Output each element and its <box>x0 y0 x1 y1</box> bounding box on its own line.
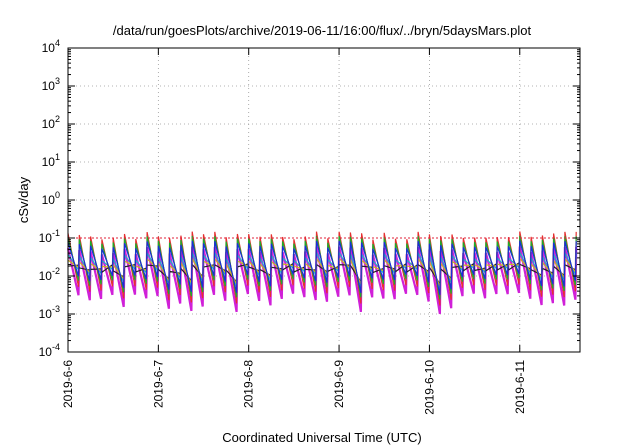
x-axis-label: Coordinated Universal Time (UTC) <box>222 430 421 445</box>
y-tick-label: 10-4 <box>39 342 60 359</box>
y-tick-label: 10-2 <box>39 266 60 283</box>
y-tick-label: 10-1 <box>39 228 60 245</box>
y-tick-label: 103 <box>42 76 60 93</box>
data-series-group <box>66 231 578 315</box>
y-tick-label: 101 <box>42 152 60 169</box>
grid <box>68 48 580 352</box>
y-axis: 10-4 10-3 10-2 10-1 100 101 102 103 104 <box>39 38 580 359</box>
x-axis: 2019-6-6 2019-6-7 2019-6-8 2019-6-9 2019-6-1… <box>61 48 527 415</box>
x-tick-label: 2019-6-11 <box>513 360 527 414</box>
chart-title: /data/run/goesPlots/archive/2019-06-11/1… <box>113 23 532 38</box>
y-axis-label: cSv/day <box>16 176 31 223</box>
series-line <box>67 240 577 296</box>
x-tick-label: 2019-6-6 <box>61 360 75 408</box>
series-line <box>66 246 578 315</box>
y-tick-label: 10-3 <box>39 304 60 321</box>
x-tick-label: 2019-6-8 <box>242 360 256 408</box>
series-line <box>67 235 577 300</box>
x-tick-label: 2019-6-7 <box>151 360 165 408</box>
x-tick-label: 2019-6-10 <box>422 360 436 415</box>
y-tick-label: 102 <box>42 114 60 131</box>
y-tick-label: 100 <box>42 190 60 207</box>
y-tick-label: 104 <box>42 38 60 55</box>
series-line <box>67 231 577 306</box>
x-tick-label: 2019-6-9 <box>332 360 346 408</box>
